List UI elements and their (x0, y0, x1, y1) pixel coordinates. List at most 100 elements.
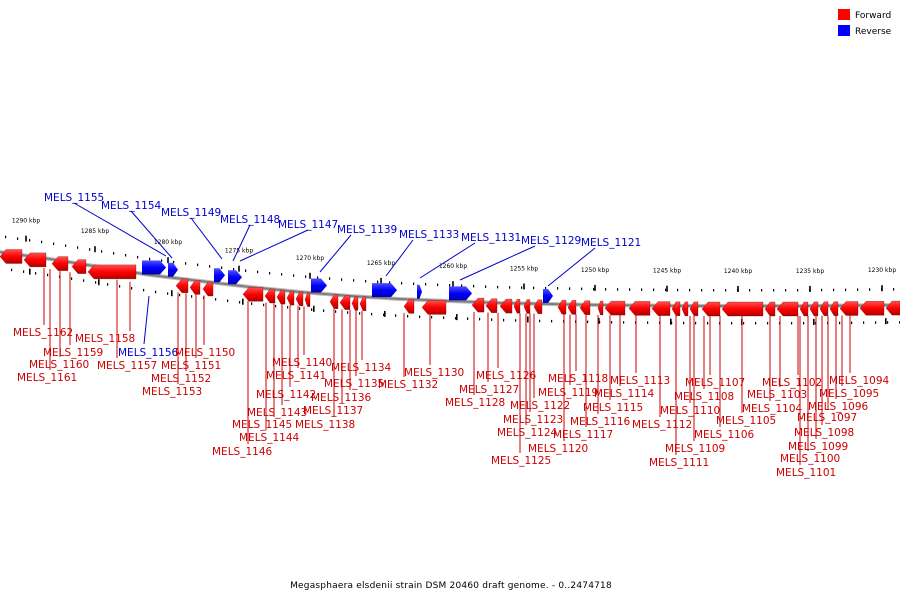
tick-dot (47, 273, 49, 277)
gene-label: MELS_1112 (632, 419, 692, 431)
gene-label: MELS_1114 (594, 388, 654, 400)
tick-dot (731, 322, 733, 325)
tick-dot (407, 315, 409, 318)
label-leader (547, 247, 596, 287)
label-leader (190, 217, 223, 260)
major-tick (527, 316, 529, 323)
forward-gene (533, 299, 543, 314)
tick-dot (335, 310, 337, 313)
gene-label: MELS_1141 (266, 370, 326, 382)
tick-dot (803, 322, 805, 325)
tick-dot (41, 240, 43, 244)
forward-gene (651, 301, 671, 316)
tick-dot (833, 288, 835, 292)
tick-dot (581, 287, 583, 291)
tick-dot (689, 288, 691, 292)
reverse-gene (168, 262, 178, 277)
tick-label: 1270 kbp (296, 255, 324, 262)
major-tick (813, 318, 815, 325)
tick-dot (857, 288, 859, 291)
tick-dot (311, 308, 313, 311)
gene-label: MELS_1135 (324, 378, 384, 390)
gene-label: MELS_1125 (491, 455, 551, 467)
gene-label: MELS_1102 (762, 377, 822, 389)
gene-label: MELS_1104 (742, 403, 802, 415)
tick-dot (395, 314, 397, 317)
tick-dot (743, 322, 745, 325)
tick-dot (185, 262, 187, 265)
gene-label: MELS_1117 (553, 429, 613, 441)
tick-dot (851, 321, 853, 325)
tick-dot (641, 288, 643, 291)
reverse-gene (449, 286, 472, 301)
gene-label: MELS_1118 (548, 373, 608, 385)
tick-dots (5, 235, 900, 325)
tick-dot (431, 316, 433, 319)
gene-label: MELS_1094 (829, 375, 889, 387)
tick-dot (593, 287, 595, 291)
tick-dot (749, 289, 751, 292)
gene-label: MELS_1149 (161, 207, 221, 219)
forward-gene (523, 299, 531, 314)
forward-gene (764, 301, 776, 317)
gene-label: MELS_1154 (101, 200, 161, 212)
major-tick (167, 257, 169, 264)
tick-dot (113, 252, 115, 255)
major-tick (456, 314, 458, 321)
tick-dot (437, 283, 439, 286)
gene-label: MELS_1123 (503, 414, 563, 426)
gene-label: MELS_1098 (794, 427, 854, 439)
gene-label: MELS_1159 (43, 347, 103, 359)
label-leader (419, 242, 476, 279)
tick-dot (797, 289, 799, 292)
tick-dot (893, 288, 895, 291)
tick-dot (587, 320, 589, 324)
forward-gene (839, 301, 859, 316)
tick-dot (479, 317, 481, 321)
tick-label: 1250 kbp (581, 267, 609, 274)
forward-gene (885, 300, 900, 316)
gene-label: MELS_1138 (295, 419, 355, 431)
forward-gene (51, 256, 69, 271)
forward-gene (567, 300, 577, 315)
forward-gene (485, 298, 498, 313)
tick-dot (17, 237, 19, 240)
tick-dot (767, 322, 769, 325)
gene-label: MELS_1155 (44, 192, 104, 204)
gene-label: MELS_1103 (747, 389, 807, 401)
forward-gene (513, 299, 521, 314)
label-leader (239, 229, 309, 262)
tick-dot (365, 279, 367, 283)
tick-dot (233, 268, 235, 271)
gene-label: MELS_1152 (151, 373, 211, 385)
tick-dot (305, 275, 307, 278)
tick-dot (125, 254, 127, 257)
tick-dot (227, 299, 229, 302)
tick-dot (449, 284, 451, 287)
gene-label: MELS_1113 (610, 375, 670, 387)
legend-forward-swatch (838, 9, 850, 20)
major-tick (885, 318, 887, 325)
tick-dot (875, 321, 877, 324)
forward-gene (721, 301, 764, 317)
tick-dot (5, 235, 7, 239)
tick-dot (653, 288, 655, 291)
tick-dot (275, 304, 277, 308)
tick-dot (149, 257, 151, 261)
tick-label: 1255 kbp (510, 266, 538, 273)
tick-dot (221, 266, 223, 269)
tick-dot (413, 282, 415, 285)
major-tick (881, 285, 883, 292)
label-leader (459, 245, 536, 281)
tick-dot (347, 311, 349, 314)
gene-label: MELS_1095 (819, 388, 879, 400)
tick-dot (101, 250, 103, 253)
major-tick (238, 265, 240, 272)
major-tick (452, 281, 454, 288)
reverse-gene (372, 283, 397, 298)
tick-dot (83, 279, 85, 282)
reverse-gene (214, 268, 225, 283)
tick-dot (377, 280, 379, 284)
reverse-gene (543, 289, 553, 303)
tick-dot (467, 317, 469, 320)
